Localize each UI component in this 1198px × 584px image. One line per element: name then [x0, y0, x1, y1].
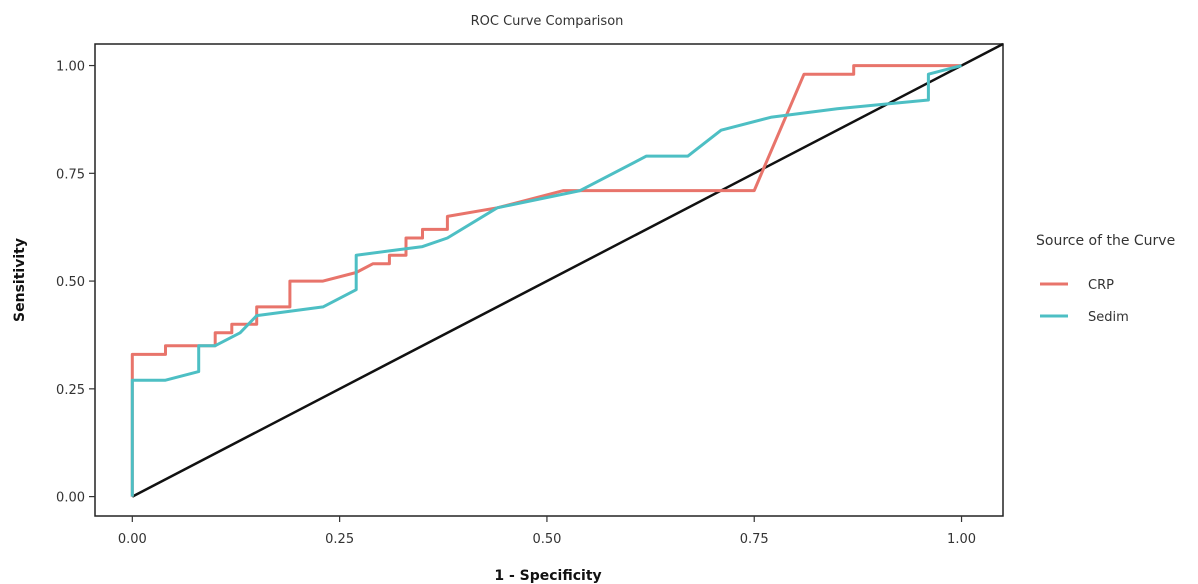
x-axis-title: 1 - Specificity	[494, 568, 601, 584]
plot-frame	[94, 43, 1004, 517]
series-layer	[130, 64, 962, 497]
legend-label-crp: CRP	[1088, 278, 1114, 293]
series-line-crp	[130, 64, 962, 497]
reference-layer	[131, 42, 1004, 498]
x-tick-label: 0.25	[325, 532, 354, 547]
legend-title: Source of the Curve	[1036, 233, 1175, 249]
series-line-sedim	[130, 64, 962, 497]
x-tick-label: 1.00	[947, 532, 976, 547]
legend-label-sedim: Sedim	[1088, 310, 1129, 325]
x-tick-label: 0.00	[118, 532, 147, 547]
x-tick-label: 0.75	[740, 532, 769, 547]
x-tick-label: 0.50	[532, 532, 561, 547]
y-tick-label: 0.75	[56, 167, 85, 182]
y-tick-label: 0.25	[56, 383, 85, 398]
legend-items: CRP Sedim	[1040, 278, 1129, 325]
chart-title: ROC Curve Comparison	[471, 14, 624, 29]
legend: Source of the Curve CRP Sedim	[1036, 233, 1175, 325]
y-axis-title: Sensitivity	[12, 238, 28, 322]
tick-layer: 0.00 0.25 0.50 0.75 1.00 0.00 0.25 0.50 0.75 1.00	[56, 60, 976, 547]
reference-diagonal-line	[131, 42, 1004, 498]
y-tick-label: 1.00	[56, 60, 85, 75]
y-tick-label: 0.00	[56, 491, 85, 506]
y-tick-label: 0.50	[56, 275, 85, 290]
